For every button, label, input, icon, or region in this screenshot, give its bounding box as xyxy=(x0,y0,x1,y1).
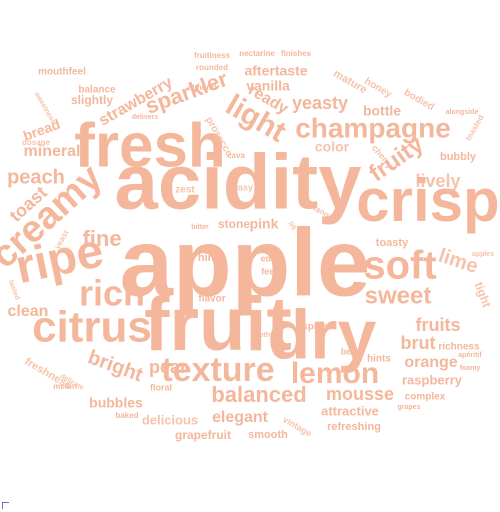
word-54: refreshing xyxy=(327,421,381,433)
word-16: balanced xyxy=(211,382,306,407)
word-0: apple xyxy=(120,209,371,316)
word-56: richness xyxy=(438,342,480,353)
word-29: pear xyxy=(149,357,187,377)
word-44: grapefruit xyxy=(175,428,231,442)
word-75: fruitiness xyxy=(194,51,231,60)
word-59: mouthfeel xyxy=(38,67,86,78)
word-99: lift xyxy=(287,221,298,232)
word-22: fine xyxy=(82,226,121,251)
word-66: spice xyxy=(302,322,328,333)
word-98: baked xyxy=(115,411,138,420)
word-86: tart xyxy=(171,200,184,209)
word-33: mineral xyxy=(24,143,81,160)
word-71: zest xyxy=(175,185,195,196)
word-23: fruits xyxy=(416,315,461,335)
word-84: toasted xyxy=(464,113,486,142)
word-24: mousse xyxy=(326,384,394,404)
word-67: floral xyxy=(150,382,172,392)
word-34: elegant xyxy=(212,409,269,426)
word-31: yeasty xyxy=(292,93,348,113)
word-21: peach xyxy=(7,166,65,188)
word-91: apples xyxy=(472,251,494,258)
word-15: sweet xyxy=(365,282,432,309)
word-82: dosage xyxy=(22,138,51,147)
word-53: hint xyxy=(198,252,218,264)
word-7: citrus xyxy=(32,303,152,352)
word-76: nectarine xyxy=(239,49,275,58)
word-42: raspberry xyxy=(402,372,463,387)
word-46: stone xyxy=(218,217,250,231)
word-10: rich xyxy=(79,273,145,314)
word-37: aftertaste xyxy=(244,63,307,79)
word-79: almond xyxy=(188,83,217,92)
word-63: hints xyxy=(367,354,391,365)
corner-marker xyxy=(2,502,9,509)
word-5: crisp xyxy=(356,167,499,234)
word-96: foamy xyxy=(460,365,481,372)
word-68: berry xyxy=(341,346,364,356)
word-39: bottle xyxy=(363,103,401,119)
word-35: clean xyxy=(8,303,49,320)
word-73: edge xyxy=(260,253,281,263)
word-83: alongside xyxy=(446,109,479,116)
word-72: easy xyxy=(233,182,253,192)
word-50: tight xyxy=(472,280,494,309)
word-20: lively xyxy=(415,171,460,191)
word-87: bitter xyxy=(191,224,209,231)
word-13: champagne xyxy=(295,112,451,143)
word-48: bubbly xyxy=(440,151,477,163)
word-19: lime xyxy=(436,245,481,278)
word-28: orange xyxy=(404,354,457,371)
word-61: honey xyxy=(362,76,393,100)
word-27: brut xyxy=(401,333,436,353)
word-77: finishes xyxy=(281,49,312,58)
word-38: vanilla xyxy=(246,78,290,94)
word-12: lemon xyxy=(291,357,379,390)
word-80: delivers xyxy=(132,114,159,121)
word-51: slightly xyxy=(71,93,113,107)
word-3: dry xyxy=(268,295,377,373)
word-74: feel xyxy=(261,266,277,276)
word-4: fresh xyxy=(74,111,226,180)
word-95: apéritif xyxy=(458,352,482,359)
word-2: fruit xyxy=(144,282,292,367)
word-92: frothy xyxy=(254,332,274,339)
word-64: complex xyxy=(405,392,446,403)
word-45: delicious xyxy=(142,412,198,427)
word-25: bright xyxy=(85,346,146,386)
word-65: flavor xyxy=(198,294,225,305)
word-43: attractive xyxy=(321,403,379,418)
word-9: soft xyxy=(363,244,436,288)
word-78: rounded xyxy=(196,63,228,72)
word-93: melon xyxy=(53,382,77,391)
word-58: balance xyxy=(78,85,116,96)
word-36: bubbles xyxy=(89,395,143,411)
word-11: texture xyxy=(161,351,274,389)
word-85: cava xyxy=(227,151,245,160)
word-62: bodied xyxy=(402,87,436,113)
word-1: acidity xyxy=(114,138,361,226)
word-40: color xyxy=(315,139,350,155)
word-49: toasty xyxy=(376,237,409,249)
word-97: grapes xyxy=(398,404,421,411)
word-47: pink xyxy=(250,216,279,232)
word-57: smooth xyxy=(248,429,288,441)
